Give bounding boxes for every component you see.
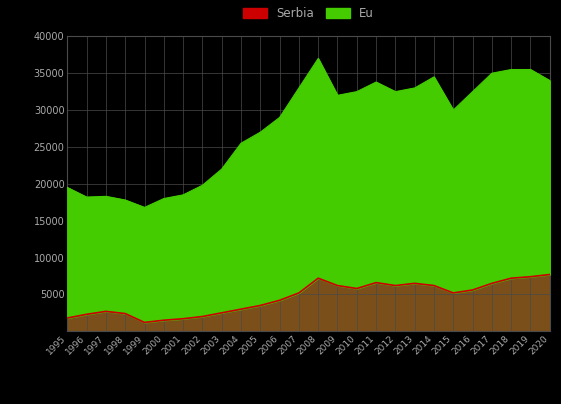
Legend: Serbia, Eu: Serbia, Eu [243,7,374,20]
